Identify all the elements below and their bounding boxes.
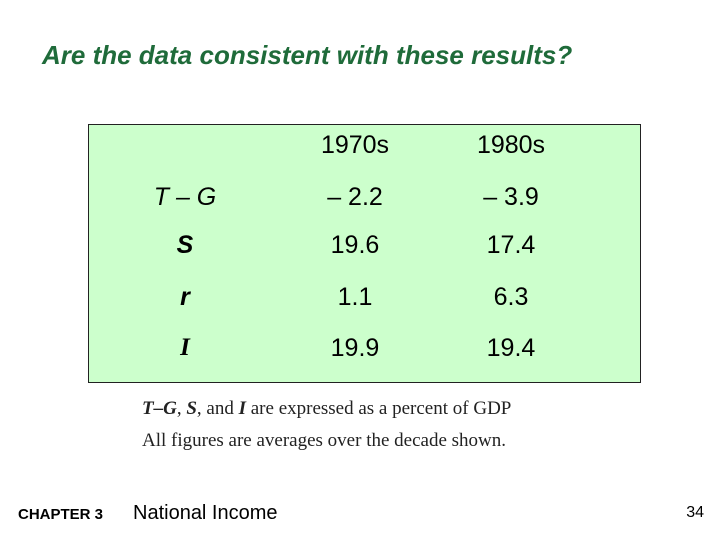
cell-s-1980s: 17.4 (486, 231, 536, 259)
row-label-t-minus-g: T – G (153, 183, 217, 211)
cell-s-1970s: 19.6 (330, 231, 380, 259)
footnote-averages: All figures are averages over the decade… (142, 430, 507, 451)
cell-t-minus-g-1970s: – 2.2 (327, 183, 383, 211)
footnote-percent-gdp: T–G, S, and I are expressed as a percent… (142, 398, 511, 420)
footnote-tg: T–G (142, 398, 177, 419)
row-label-i: I (180, 334, 190, 361)
footnote-s: S (186, 398, 197, 419)
footer-title: National Income (133, 502, 278, 524)
row-label-s: S (176, 231, 194, 259)
column-header-1970s: 1970s (320, 131, 390, 159)
footnote-sep2: , and (196, 398, 239, 419)
footnote-i: I (238, 398, 246, 419)
cell-i-1970s: 19.9 (330, 334, 380, 362)
data-table (88, 124, 641, 383)
page-number: 34 (686, 504, 704, 521)
column-header-1980s: 1980s (476, 131, 546, 159)
cell-i-1980s: 19.4 (486, 334, 536, 362)
cell-r-1980s: 6.3 (493, 283, 529, 311)
cell-r-1970s: 1.1 (337, 283, 373, 311)
slide-title: Are the data consistent with these resul… (42, 40, 573, 70)
footnote-rest: are expressed as a percent of GDP (246, 398, 512, 419)
footnote-sep1: , (176, 398, 187, 419)
cell-t-minus-g-1980s: – 3.9 (483, 183, 539, 211)
row-label-r: r (180, 283, 190, 311)
footer-chapter: CHAPTER 3 (18, 506, 104, 523)
